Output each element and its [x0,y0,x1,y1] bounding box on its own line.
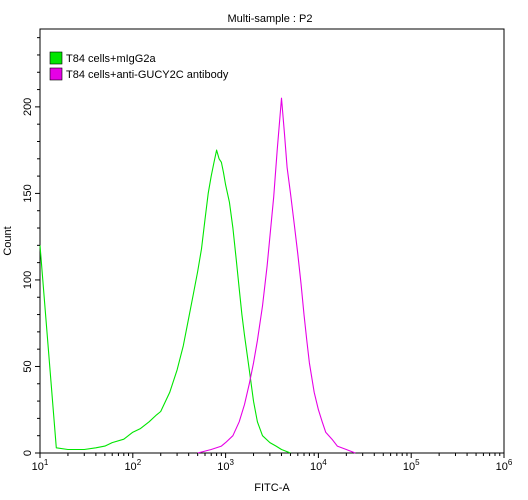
x-axis-title: FITC-A [254,482,290,494]
series-layer [39,97,356,454]
x-tick-label: 102 [124,458,141,473]
y-tick-label: 150 [22,184,34,202]
x-tick-label: 104 [310,458,327,473]
series-line-2 [197,97,356,454]
legend-label: T84 cells+anti-GUCY2C antibody [66,69,229,81]
y-tick-label: 50 [22,360,34,372]
x-tick-label: 101 [32,458,49,473]
plot-area-frame [39,28,505,454]
x-tick-label: 105 [403,458,420,473]
y-axis-title: Count [2,226,14,255]
legend: T84 cells+mIgG2a T84 cells+anti-GUCY2C an… [49,51,229,81]
chart-title: Multi-sample : P2 [228,13,313,25]
legend-swatch [49,67,63,81]
legend-label: T84 cells+mIgG2a [66,53,156,65]
y-axis: 0 50 100 150 200 [22,37,40,456]
y-tick-label: 0 [22,450,34,456]
x-axis: 101 102 103 104 105 106 [32,453,513,473]
y-tick-label: 200 [22,98,34,116]
series-line-1 [39,149,291,454]
x-tick-label: 106 [496,458,513,473]
legend-swatch [49,51,63,65]
y-tick-label: 100 [22,271,34,289]
x-tick-label: 103 [217,458,234,473]
